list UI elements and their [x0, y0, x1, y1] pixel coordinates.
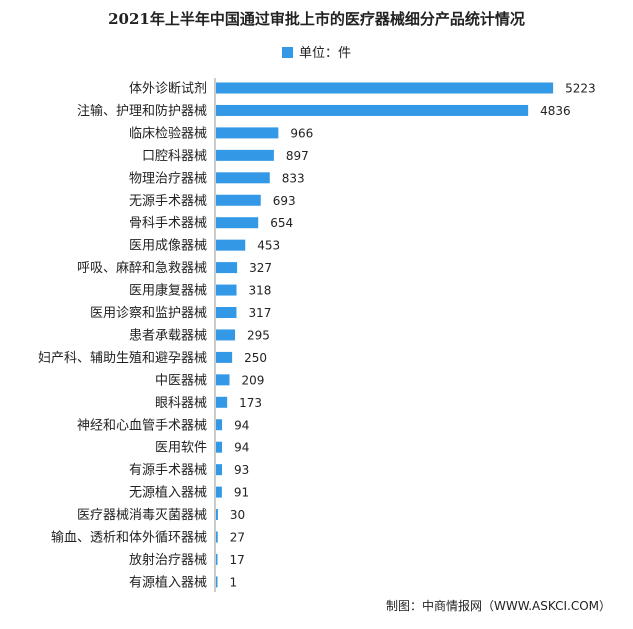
category-label: 骨科手术器械 [129, 216, 207, 231]
bar [216, 509, 218, 521]
category-label: 口腔科器械 [142, 149, 207, 164]
bar [216, 396, 228, 408]
value-label: 693 [273, 194, 296, 208]
value-label: 453 [257, 239, 280, 253]
category-label: 放射治疗器械 [129, 552, 207, 568]
value-label: 318 [249, 284, 272, 298]
category-label: 妇产科、辅助生殖和避孕器械 [38, 350, 207, 366]
bar [216, 284, 237, 296]
value-label: 1 [230, 575, 238, 589]
value-label: 897 [286, 149, 309, 163]
value-label: 833 [282, 171, 305, 185]
category-label: 神经和心血管手术器械 [77, 418, 207, 433]
bar [216, 329, 236, 341]
category-label: 无源手术器械 [129, 194, 207, 209]
value-label: 4836 [540, 104, 571, 118]
category-label: 患者承载器械 [129, 328, 207, 343]
category-label: 有源植入器械 [129, 575, 207, 590]
category-label: 体外诊断试剂 [129, 82, 207, 97]
bar [216, 486, 222, 498]
bar [216, 531, 218, 543]
category-label: 医用诊察和监护器械 [90, 306, 207, 321]
bar [216, 217, 259, 229]
value-label: 317 [248, 306, 271, 320]
value-label: 327 [249, 261, 272, 275]
bar [216, 553, 218, 565]
value-label: 5223 [565, 82, 596, 96]
bar [216, 262, 238, 274]
chart-title: 2021年上半年中国通过审批上市的医疗器械细分产品统计情况 [108, 10, 525, 28]
value-label: 654 [270, 216, 293, 230]
bar [216, 351, 233, 363]
value-label: 209 [241, 373, 264, 387]
bar [216, 127, 279, 139]
category-label: 无源植入器械 [129, 486, 207, 501]
source-note: 制图：中商情报网（WWW.ASKCI.COM） [386, 599, 611, 613]
legend-label: 单位：件 [298, 46, 351, 61]
value-label: 173 [239, 396, 262, 410]
bar [216, 441, 223, 453]
value-label: 93 [234, 463, 249, 477]
category-label: 注输、护理和防护器械 [77, 103, 207, 119]
legend-swatch [281, 47, 293, 58]
value-label: 295 [247, 328, 270, 342]
bar [216, 307, 237, 318]
category-label: 医用软件 [155, 441, 207, 456]
bar [216, 194, 261, 206]
category-label: 临床检验器械 [129, 125, 207, 141]
bar [216, 239, 246, 251]
bar [216, 82, 554, 94]
value-label: 91 [234, 486, 249, 500]
chart-legend: 单位：件 [0, 42, 633, 61]
bar [216, 374, 230, 386]
category-label: 输血、透析和体外循环器械 [51, 530, 207, 546]
value-label: 94 [234, 418, 249, 432]
category-label: 物理治疗器械 [129, 171, 207, 186]
bar [216, 149, 274, 161]
value-label: 30 [230, 508, 245, 522]
bar [216, 104, 529, 116]
bar [216, 172, 270, 184]
category-label: 医用成像器械 [129, 239, 207, 254]
value-label: 27 [230, 531, 245, 545]
category-label: 医用康复器械 [129, 283, 207, 299]
category-label: 呼吸、麻醉和急救器械 [77, 260, 207, 276]
value-label: 966 [290, 126, 313, 140]
category-label: 有源手术器械 [129, 463, 207, 478]
value-label: 17 [230, 553, 245, 567]
category-label: 眼科器械 [155, 396, 207, 411]
value-label: 94 [234, 441, 249, 455]
bar [216, 464, 223, 476]
category-label: 中医器械 [155, 373, 207, 388]
bar [216, 419, 223, 431]
value-label: 250 [244, 351, 267, 365]
bar [216, 576, 218, 588]
category-label: 医疗器械消毒灭菌器械 [77, 508, 207, 523]
